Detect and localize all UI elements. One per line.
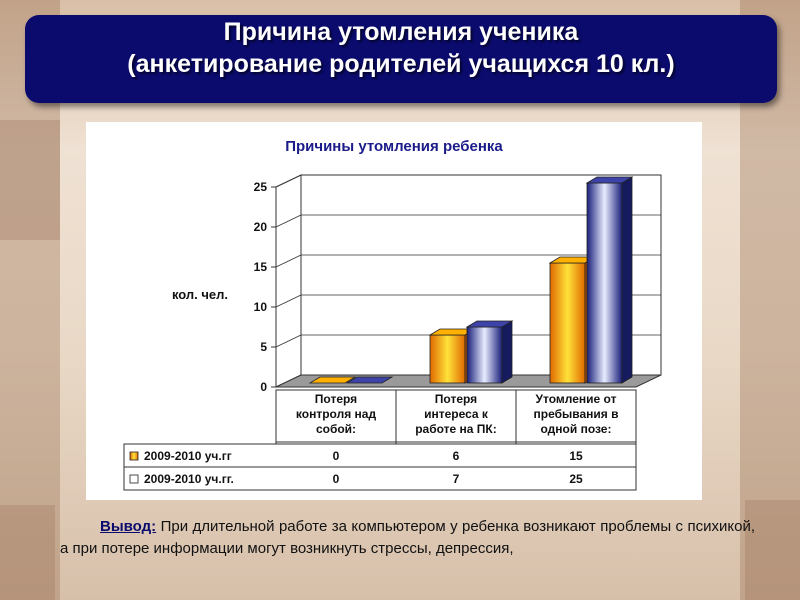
gridline [275, 174, 302, 188]
bar-side [621, 176, 633, 384]
data-table-value: 0 [333, 449, 340, 463]
chart-title: Причины утомления ребенка [285, 138, 503, 155]
bar-chart: Причины утомления ребенка кол. чел. 0 5 10… [123, 138, 662, 491]
slide-title-line-1: Причина утомления ученика [223, 18, 579, 46]
data-table-value: 15 [569, 449, 583, 463]
gridline [275, 254, 302, 268]
legend-series-name: 2009-2010 уч.гг [144, 449, 232, 463]
background-photo-tile [0, 505, 55, 600]
y-tick-label: 20 [254, 220, 268, 234]
slide-title-box: Причина утомления ученика (анкетирование… [25, 15, 777, 103]
bar-top [465, 320, 514, 328]
category-label: работе на ПК: [415, 422, 497, 436]
data-table-value: 0 [333, 472, 340, 486]
data-table-value: 25 [569, 472, 583, 486]
category-label: Потеря [315, 392, 357, 406]
gridline [275, 214, 302, 228]
category-label: контроля над [296, 407, 377, 421]
bar-front [549, 262, 586, 384]
background-photo-tile [745, 500, 800, 600]
category-label: Потеря [435, 392, 477, 406]
bar-front [586, 182, 623, 384]
slide-title-line-2: (анкетирование родителей учащихся 10 кл.… [127, 50, 675, 78]
y-axis-label: кол. чел. [172, 287, 228, 302]
y-tick-label: 5 [260, 340, 267, 354]
category-label: интереса к [424, 407, 489, 421]
legend-key [129, 451, 139, 461]
category-label: одной позе: [541, 422, 612, 436]
gridline [275, 334, 302, 348]
data-table-value: 7 [453, 472, 460, 486]
bar-top [345, 376, 394, 384]
legend-key [129, 474, 139, 484]
conclusion-paragraph: Вывод: При длительной работе за компьюте… [60, 516, 755, 560]
data-table-value: 6 [453, 449, 460, 463]
y-tick-label: 25 [254, 180, 268, 194]
background-photo-tile [0, 120, 60, 240]
legend-series-name: 2009-2010 уч.гг. [144, 472, 234, 486]
y-tick-label: 0 [260, 380, 267, 394]
chart-panel: Причины утомления ребенка кол. чел. 0 5 10… [86, 122, 702, 500]
gridline [275, 294, 302, 308]
category-label: собой: [316, 422, 356, 436]
table-header-box [275, 389, 637, 443]
conclusion-text: При длительной работе за компьютером у р… [60, 518, 755, 557]
conclusion-label: Вывод: [100, 518, 157, 535]
bar-front [466, 326, 503, 384]
bar-top [585, 176, 634, 184]
y-tick-label: 10 [254, 300, 268, 314]
category-label: пребывания в [534, 407, 619, 421]
y-tick-label: 15 [254, 260, 268, 274]
chart-side-wall [275, 174, 302, 388]
bar-front [429, 334, 466, 384]
category-label: Утомление от [536, 392, 617, 406]
bar-top [308, 376, 357, 384]
bar-side [501, 320, 513, 384]
